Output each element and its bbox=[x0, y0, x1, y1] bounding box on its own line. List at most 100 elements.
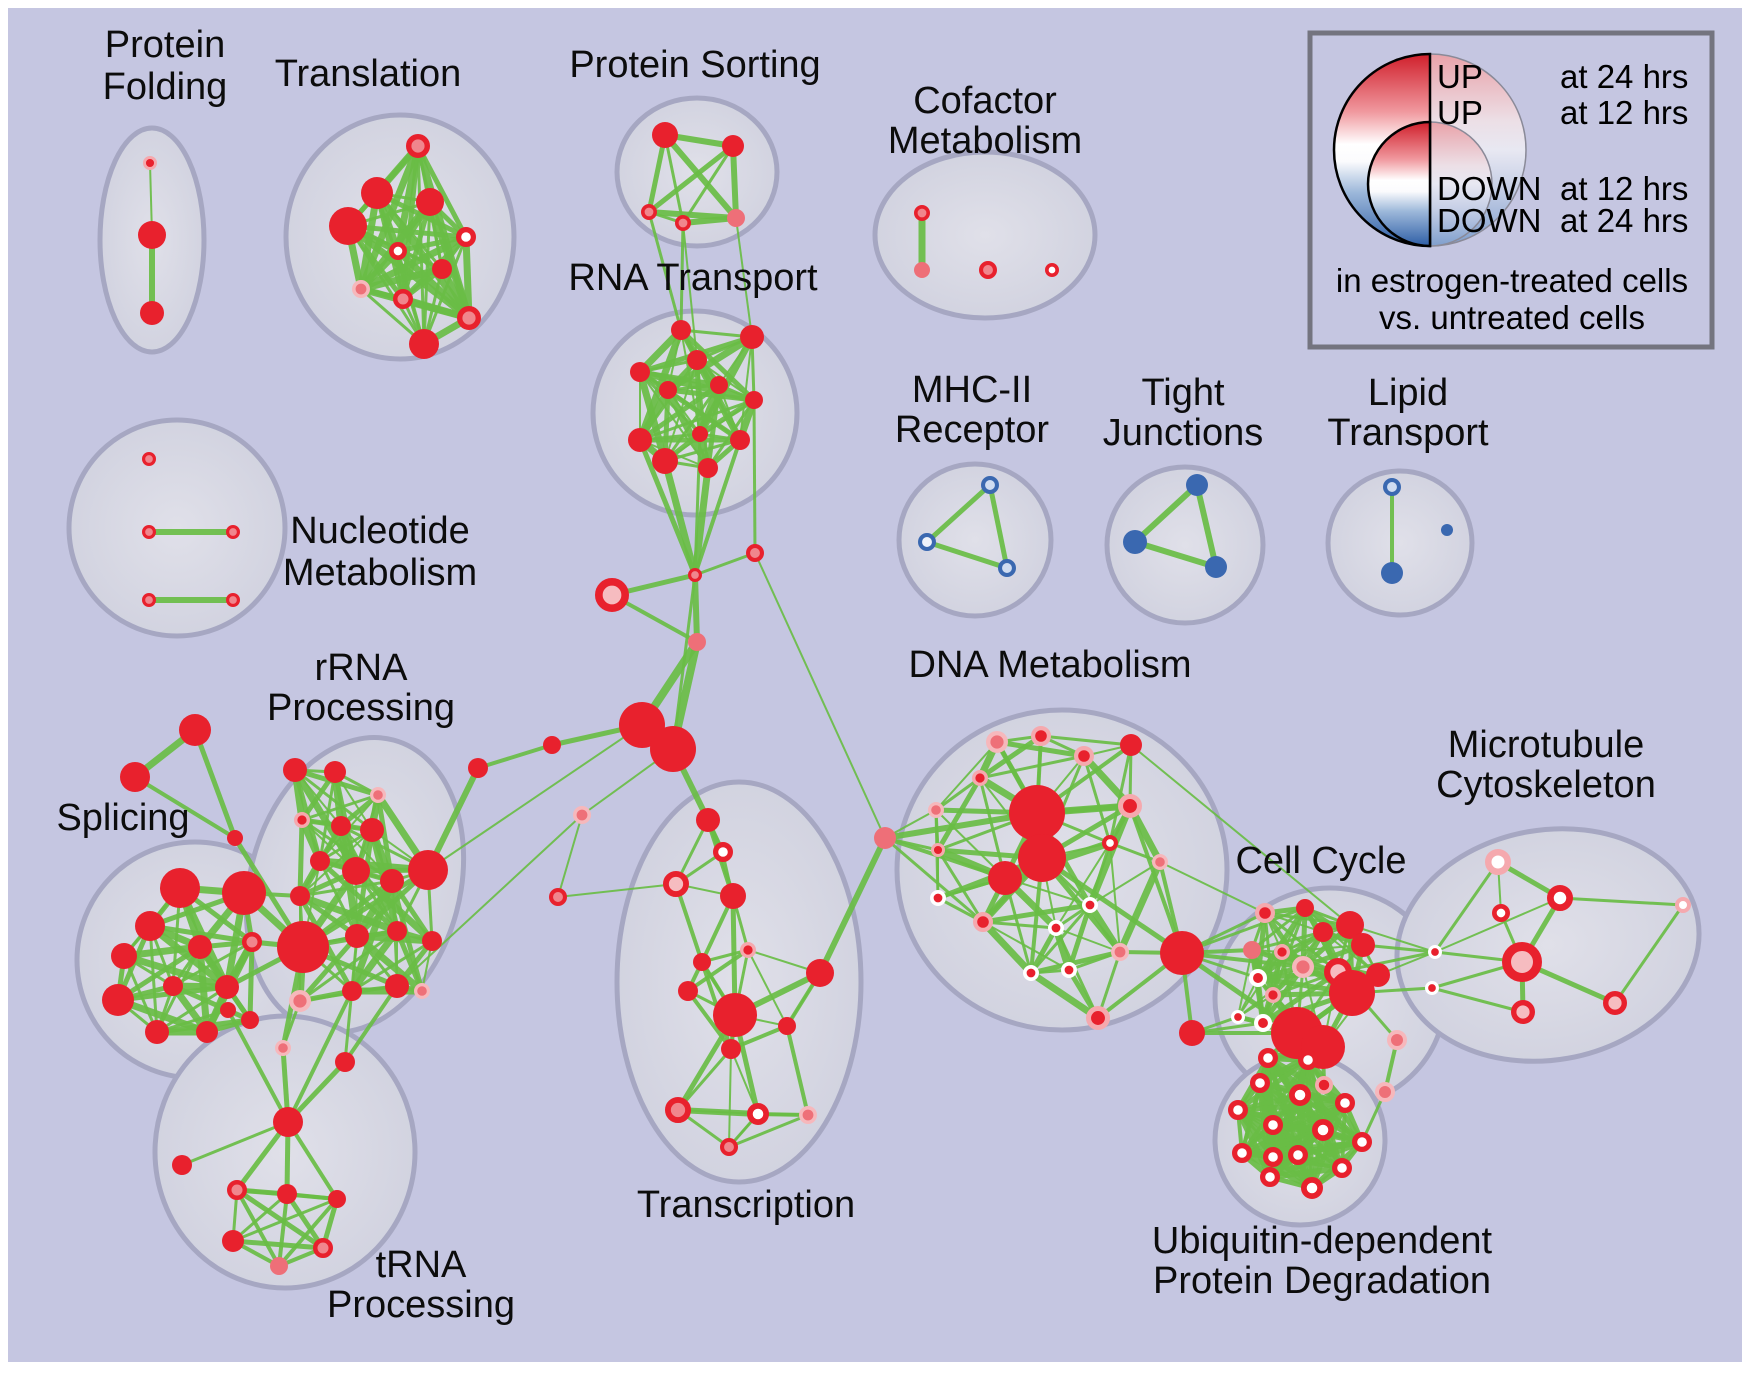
gene-set-node-tc7 bbox=[806, 959, 834, 987]
gene-set-node-dm13 bbox=[929, 889, 946, 906]
cluster-label-rr: Processing bbox=[267, 687, 455, 729]
gene-set-node-rt2 bbox=[687, 350, 707, 370]
edge-ub bbox=[1241, 1128, 1324, 1155]
gene-set-node-t3 bbox=[227, 830, 243, 846]
edge-tn bbox=[284, 1192, 326, 1250]
gene-set-node-u9 bbox=[1231, 1142, 1252, 1163]
gene-set-node-cc1 bbox=[1179, 1020, 1205, 1046]
gene-set-node-tj0 bbox=[1186, 474, 1208, 496]
gene-set-node-sp7 bbox=[215, 975, 239, 999]
gene-set-node-rr5 bbox=[360, 818, 384, 842]
edge-rt bbox=[638, 382, 721, 443]
gene-set-node-u2 bbox=[1249, 1072, 1270, 1093]
gene-set-node-sp5 bbox=[242, 932, 262, 952]
edge-tn bbox=[232, 1238, 324, 1251]
gene-set-node-rr12 bbox=[387, 921, 407, 941]
edge-link bbox=[925, 483, 992, 544]
edge-link bbox=[661, 460, 699, 576]
cluster-label-cf: Cofactor bbox=[913, 80, 1057, 122]
gene-set-node-tn4 bbox=[313, 1238, 333, 1258]
edge-rr bbox=[299, 929, 398, 1003]
gene-set-node-ps3 bbox=[674, 215, 691, 232]
gene-set-node-tc5 bbox=[693, 953, 711, 971]
gene-set-node-mi1 bbox=[1547, 885, 1574, 912]
edge-link bbox=[477, 743, 553, 770]
edge-ps bbox=[646, 134, 668, 213]
gene-set-node-u6 bbox=[1262, 1114, 1283, 1135]
edge-rr bbox=[301, 793, 379, 822]
gene-set-node-mi4 bbox=[1602, 991, 1627, 1016]
edge-link bbox=[1613, 904, 1685, 1004]
gene-set-node-u3 bbox=[1288, 1083, 1311, 1106]
gene-set-node-cy3 bbox=[1313, 922, 1333, 942]
gene-set-node-uba bbox=[1387, 1030, 1407, 1050]
edge-dm bbox=[1040, 734, 1132, 747]
gene-set-node-ubb bbox=[1375, 1082, 1395, 1102]
gene-set-node-u1 bbox=[1297, 1049, 1318, 1070]
legend-direction-label: UP bbox=[1437, 94, 1483, 131]
gene-set-node-dm11 bbox=[1101, 835, 1118, 852]
gene-set-node-u12 bbox=[1331, 1157, 1352, 1178]
edge-dm bbox=[1109, 842, 1121, 953]
gene-set-node-nm1 bbox=[141, 525, 156, 540]
edge-link bbox=[693, 439, 742, 576]
edge-cy bbox=[1251, 930, 1324, 952]
edge-dm bbox=[1109, 841, 1161, 864]
legend-direction-label: DOWN bbox=[1437, 170, 1541, 207]
gene-set-node-rr9 bbox=[290, 886, 310, 906]
gene-set-node-bl1 bbox=[543, 736, 561, 754]
gene-set-node-dm10 bbox=[1120, 734, 1142, 756]
cluster-label-tr: Translation bbox=[275, 53, 462, 95]
gene-set-node-tc10 bbox=[778, 1017, 796, 1035]
edge-cy bbox=[1281, 944, 1364, 953]
gene-set-node-cy0 bbox=[1254, 902, 1275, 923]
gene-set-node-tc4 bbox=[549, 888, 568, 907]
edge-rr bbox=[394, 930, 425, 992]
gene-set-node-lt2 bbox=[1381, 562, 1403, 584]
cluster-label-nm: Metabolism bbox=[283, 552, 477, 594]
edge-dm bbox=[1030, 949, 1121, 976]
gene-set-node-b2 bbox=[275, 1039, 292, 1056]
edge-link bbox=[1349, 924, 1436, 953]
edge-link bbox=[728, 1048, 732, 1148]
gene-set-node-nm0 bbox=[141, 452, 156, 467]
cluster-ellipse-lt bbox=[1325, 468, 1475, 618]
edge-dm bbox=[982, 920, 1057, 930]
edge-rt bbox=[706, 399, 756, 469]
gene-set-node-rt1 bbox=[740, 325, 764, 349]
edge-link bbox=[557, 814, 583, 898]
gene-set-node-sp9 bbox=[145, 1020, 169, 1044]
gene-set-node-sp11 bbox=[241, 1011, 259, 1029]
edge-dm bbox=[935, 776, 983, 852]
gene-set-node-rr6 bbox=[310, 851, 330, 871]
gene-set-node-rr15 bbox=[342, 981, 362, 1001]
edge-dm bbox=[936, 849, 985, 923]
gene-set-node-u0 bbox=[1257, 1047, 1278, 1068]
gene-set-node-cy7 bbox=[1291, 956, 1314, 979]
gene-set-node-tc14 bbox=[798, 1106, 817, 1125]
edge-rr bbox=[299, 879, 393, 898]
gene-set-node-tr9 bbox=[409, 329, 439, 359]
gene-set-node-dm8 bbox=[988, 861, 1022, 895]
legend-caption: in estrogen-treated cells bbox=[1336, 262, 1688, 299]
edge-dm bbox=[1028, 926, 1059, 975]
edge-link bbox=[1159, 861, 1266, 914]
gene-set-node-bl2 bbox=[468, 758, 488, 778]
gene-set-node-rr16 bbox=[385, 974, 409, 998]
gene-set-node-lt1 bbox=[1441, 524, 1453, 536]
edge-link bbox=[1040, 855, 1184, 956]
gene-set-node-cy6 bbox=[1274, 943, 1291, 960]
cluster-label-ub: Ubiquitin-dependent bbox=[1152, 1220, 1493, 1262]
legend-time-label: at 24 hrs bbox=[1560, 58, 1688, 95]
edge-link bbox=[1134, 539, 1217, 570]
gene-set-node-rr14 bbox=[422, 931, 442, 951]
gene-set-node-rr1 bbox=[324, 761, 346, 783]
gene-set-node-dm3 bbox=[971, 769, 988, 786]
edge-link bbox=[671, 574, 697, 750]
gene-set-node-mi6 bbox=[1675, 897, 1691, 913]
edge-link bbox=[1433, 861, 1500, 953]
gene-set-node-dm0 bbox=[986, 731, 1009, 754]
edge-link bbox=[133, 775, 237, 840]
